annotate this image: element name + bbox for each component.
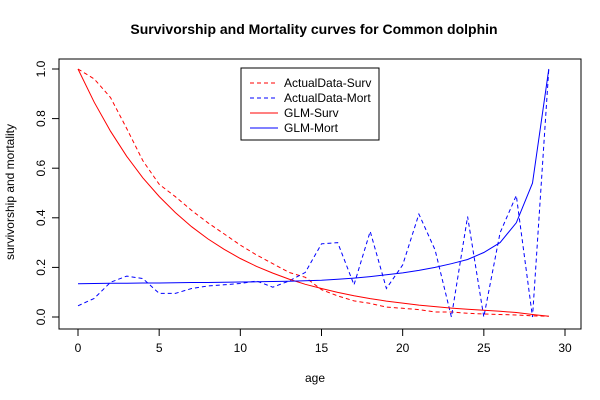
series-layer — [77, 68, 550, 318]
y-tick-label: 0.0 — [34, 308, 48, 325]
legend-label-actual-mort: ActualData-Mort — [284, 91, 371, 105]
x-tick-label: 15 — [315, 341, 329, 355]
plot-frame — [58, 58, 582, 330]
legend: ActualData-Surv ActualData-Mort GLM-Surv… — [240, 67, 380, 141]
y-tick-label: 0.4 — [34, 209, 48, 226]
y-tick-label: 0.8 — [34, 110, 48, 127]
plot-area: 0 5 10 15 20 25 30 0.0 0.2 0.4 0.6 0.8 1.0 — [34, 58, 582, 355]
y-tick-label: 0.2 — [34, 259, 48, 276]
legend-label-actual-surv: ActualData-Surv — [284, 76, 371, 90]
x-tick-label: 20 — [396, 341, 410, 355]
x-tick-label: 30 — [558, 341, 572, 355]
x-tick-label: 10 — [234, 341, 248, 355]
series-line-glm-surv — [77, 68, 549, 317]
x-tick-label: 25 — [477, 341, 491, 355]
x-axis-label: age — [305, 371, 325, 385]
y-tick-label: 1.0 — [34, 60, 48, 77]
x-axis: 0 5 10 15 20 25 30 — [75, 329, 572, 355]
chart-title: Survivorship and Mortality curves for Co… — [130, 21, 497, 37]
y-axis-label: survivorship and mortality — [3, 124, 17, 260]
y-tick-label: 0.6 — [34, 160, 48, 177]
series-line-actualdata-mort — [77, 68, 550, 318]
x-tick-label: 0 — [75, 341, 82, 355]
x-tick-label: 5 — [156, 341, 163, 355]
legend-label-glm-mort: GLM-Mort — [284, 121, 339, 135]
legend-label-glm-surv: GLM-Surv — [284, 106, 339, 120]
series-line-glm-mort — [77, 68, 550, 285]
y-axis: 0.0 0.2 0.4 0.6 0.8 1.0 — [34, 60, 59, 325]
